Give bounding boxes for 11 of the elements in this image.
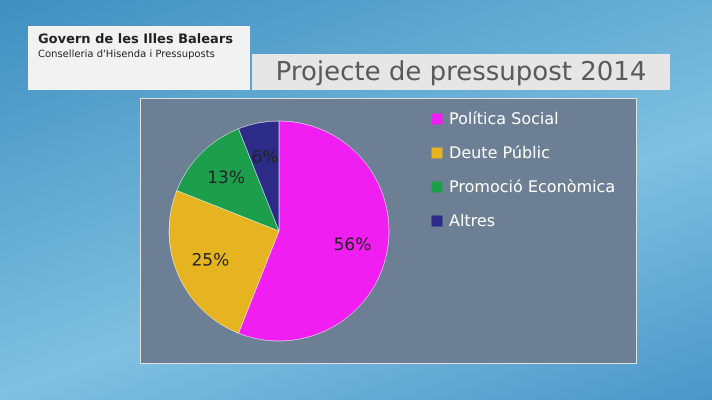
data-label: 6% xyxy=(251,148,278,168)
legend-label: Promoció Econòmica xyxy=(449,177,616,196)
text: Govern de les Illes Balears xyxy=(38,32,234,48)
data-label: 56% xyxy=(334,235,372,256)
legend-label: Política Social xyxy=(449,109,559,128)
legend-label: Deute Públic xyxy=(449,143,550,162)
legend-label: Altres xyxy=(449,211,496,230)
data-label: 25% xyxy=(191,250,230,271)
text: Conselleria d'Hisenda i Pressuposts xyxy=(38,48,216,62)
data-label: 13% xyxy=(207,168,246,188)
chart-title: Projecte de pressupost 2014 xyxy=(252,54,670,90)
